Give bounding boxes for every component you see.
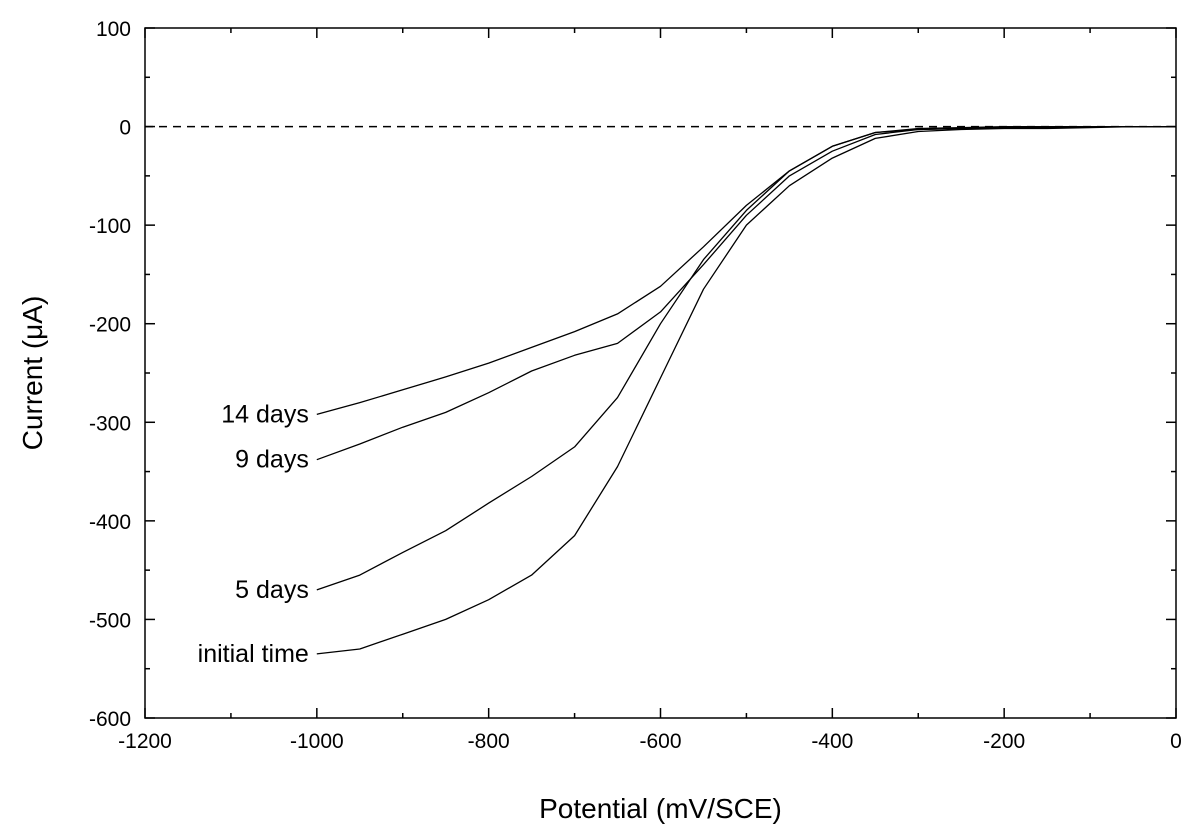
x-tick-labels: -1200 -1000 -800 -600 -400 -200 0 bbox=[118, 730, 1182, 753]
y-tick-label: 100 bbox=[96, 18, 131, 41]
series-label-0: 14 days bbox=[221, 400, 309, 428]
plot-frame bbox=[144, 27, 1177, 719]
y-tick-label: -500 bbox=[89, 609, 131, 632]
x-tick-label: -1200 bbox=[118, 730, 172, 753]
y-tick-label: -300 bbox=[89, 412, 131, 435]
y-axis-title: Current (μA) bbox=[17, 296, 48, 451]
y-tick-label: -600 bbox=[89, 708, 131, 731]
x-axis-title: Potential (mV/SCE) bbox=[539, 793, 782, 824]
series-labels: 14 days 9 days 5 days initial time bbox=[198, 400, 309, 668]
y-tick-labels: 100 0 -100 -200 -300 -400 -500 -600 bbox=[89, 18, 131, 731]
x-tick-label: -800 bbox=[468, 730, 510, 753]
x-tick-label: -1000 bbox=[290, 730, 344, 753]
y-tick-label: 0 bbox=[119, 117, 131, 140]
series-label-3: initial time bbox=[198, 640, 309, 668]
axis-ticks bbox=[144, 27, 1177, 719]
series-line-0 bbox=[316, 125, 1176, 416]
x-tick-label: 0 bbox=[1170, 730, 1182, 753]
series-line-2 bbox=[316, 125, 1176, 591]
series-label-1: 9 days bbox=[235, 446, 309, 474]
series-line-1 bbox=[316, 125, 1176, 461]
series-lines bbox=[316, 125, 1176, 655]
y-tick-label: -200 bbox=[89, 314, 131, 337]
x-tick-label: -600 bbox=[639, 730, 681, 753]
series-label-2: 5 days bbox=[235, 576, 309, 604]
series-line-3 bbox=[316, 125, 1176, 655]
x-tick-label: -200 bbox=[983, 730, 1025, 753]
y-tick-label: -400 bbox=[89, 511, 131, 534]
plot-border bbox=[144, 27, 1177, 719]
y-tick-label: -100 bbox=[89, 215, 131, 238]
x-tick-label: -400 bbox=[811, 730, 853, 753]
